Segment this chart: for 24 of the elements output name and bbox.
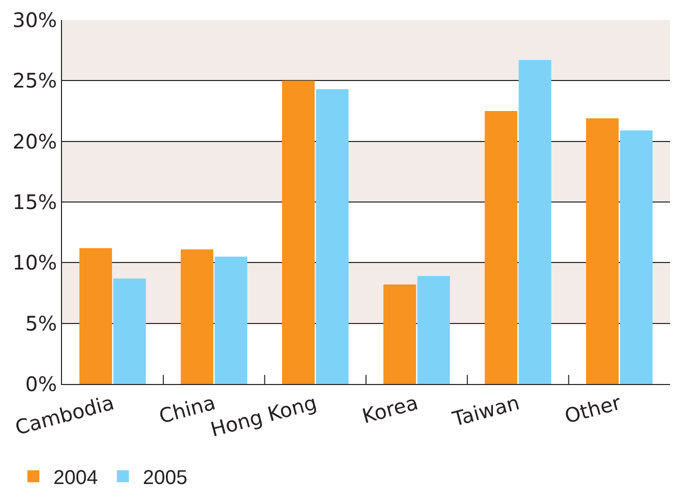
x-tick-label: Taiwan: [449, 390, 522, 432]
y-tick-label: 20%: [12, 129, 57, 154]
bar: [316, 89, 349, 384]
y-tick-label: 10%: [12, 250, 57, 275]
bar: [620, 130, 653, 384]
bar: [518, 60, 552, 384]
y-tick-label: 0%: [25, 372, 57, 396]
bar: [484, 111, 518, 384]
y-tick-label: 15%: [12, 190, 57, 214]
legend-label: 2005: [142, 467, 188, 490]
y-tick-label: 5%: [25, 311, 57, 336]
bar: [180, 249, 214, 384]
x-tick-label: Korea: [360, 390, 421, 428]
y-tick-label: 25%: [12, 68, 57, 93]
bar: [383, 284, 416, 384]
bar: [282, 80, 315, 384]
bar: [417, 276, 450, 384]
bar: [113, 278, 146, 384]
y-tick-label: 30%: [12, 8, 57, 32]
legend-label: 2004: [53, 467, 98, 490]
x-tick-label: Other: [562, 390, 624, 428]
bar: [79, 248, 112, 384]
bar: [214, 256, 248, 384]
bar: [586, 118, 619, 384]
